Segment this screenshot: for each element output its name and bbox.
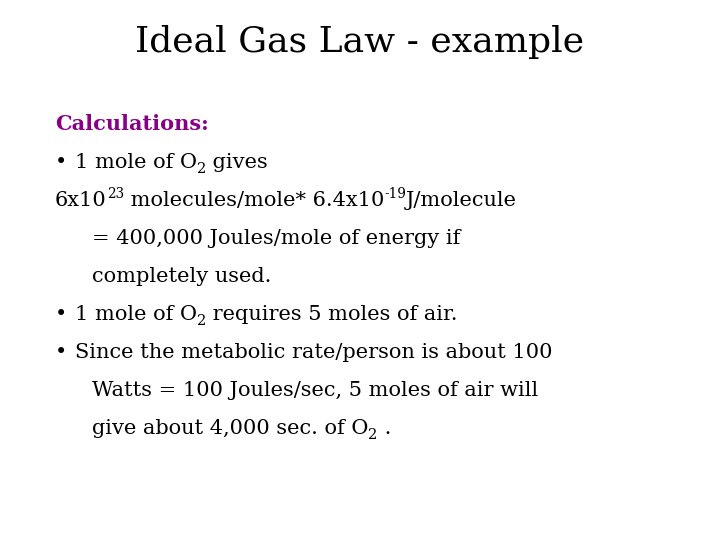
Text: molecules/mole* 6.4x10: molecules/mole* 6.4x10: [124, 191, 384, 210]
Text: •: •: [55, 305, 67, 324]
Text: 1 mole of O: 1 mole of O: [75, 305, 197, 324]
Text: completely used.: completely used.: [92, 267, 271, 286]
Text: Ideal Gas Law - example: Ideal Gas Law - example: [135, 25, 585, 59]
Text: give about 4,000 sec. of O: give about 4,000 sec. of O: [92, 419, 369, 438]
Text: 2: 2: [369, 428, 377, 442]
Text: •: •: [55, 343, 67, 362]
Text: 1 mole of O: 1 mole of O: [75, 153, 197, 172]
Text: 2: 2: [197, 162, 206, 176]
Text: 2: 2: [197, 314, 206, 328]
Text: gives: gives: [206, 153, 268, 172]
Text: = 400,000 Joules/mole of energy if: = 400,000 Joules/mole of energy if: [92, 229, 460, 248]
Text: J/molecule: J/molecule: [406, 191, 517, 210]
Text: 6x10: 6x10: [55, 191, 107, 210]
Text: Watts = 100 Joules/sec, 5 moles of air will: Watts = 100 Joules/sec, 5 moles of air w…: [92, 381, 539, 400]
Text: .: .: [377, 419, 391, 438]
Text: Since the metabolic rate/person is about 100: Since the metabolic rate/person is about…: [75, 343, 552, 362]
Text: -19: -19: [384, 187, 406, 201]
Text: •: •: [55, 153, 67, 172]
Text: 23: 23: [107, 187, 124, 201]
Text: requires 5 moles of air.: requires 5 moles of air.: [206, 305, 458, 324]
Text: Calculations:: Calculations:: [55, 114, 209, 134]
